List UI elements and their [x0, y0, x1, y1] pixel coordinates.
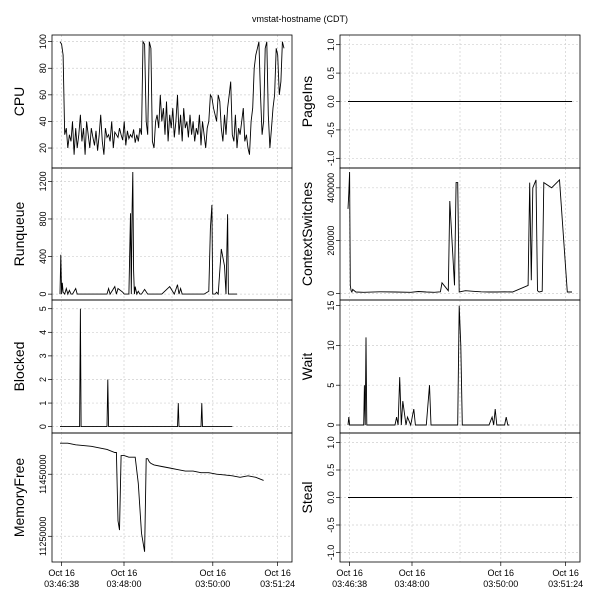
series-line-contextswitches — [347, 171, 572, 294]
y-axis-title: PageIns — [299, 76, 315, 127]
y-tick-label: -1.0 — [326, 545, 336, 561]
y-tick-label: 200000 — [326, 226, 336, 256]
series-line-cpu — [59, 40, 285, 155]
x-tick-label-day: Oct 16 — [111, 568, 138, 578]
y-axis-title: ContextSwitches — [299, 182, 315, 286]
y-tick-label: 4 — [38, 330, 48, 335]
x-tick-label-day: Oct 16 — [488, 568, 515, 578]
y-tick-label: 0 — [326, 423, 336, 428]
y-tick-label: 80 — [38, 63, 48, 73]
y-tick-label: 0 — [326, 291, 336, 296]
x-tick-label-time: 03:50:00 — [195, 579, 230, 589]
y-tick-label: 1.0 — [326, 38, 336, 51]
x-tick-label-time: 03:51:24 — [548, 579, 583, 589]
y-tick-label: 15 — [326, 301, 336, 311]
y-tick-label: 60 — [38, 90, 48, 100]
y-tick-label: 40 — [38, 116, 48, 126]
x-tick-label-day: Oct 16 — [552, 568, 579, 578]
y-axis-title: MemoryFree — [11, 458, 27, 538]
x-tick-label-day: Oct 16 — [48, 568, 75, 578]
y-tick-label: 11250000 — [38, 517, 48, 556]
y-tick-label: -1.0 — [326, 151, 336, 167]
x-tick-label-time: 03:48:00 — [394, 579, 429, 589]
series-line-memoryfree — [60, 442, 264, 552]
y-tick-label: 400 — [38, 249, 48, 264]
y-tick-label: 0.5 — [326, 67, 336, 80]
page-title: vmstat-hostname (CDT) — [252, 14, 348, 24]
y-tick-label: 400000 — [326, 173, 336, 203]
x-tick-label-time: 03:51:24 — [260, 579, 295, 589]
series-line-blocked — [60, 308, 233, 428]
series-line-wait — [347, 305, 510, 427]
y-tick-label: 1200 — [38, 171, 48, 191]
x-tick-label-time: 03:46:38 — [44, 579, 79, 589]
y-tick-label: 100 — [38, 34, 48, 49]
y-axis-title: Blocked — [11, 342, 27, 392]
y-axis-title: Wait — [299, 353, 315, 381]
x-tick-label-time: 03:46:38 — [332, 579, 367, 589]
y-tick-label: 0.0 — [326, 95, 336, 108]
y-tick-label: 3 — [38, 353, 48, 358]
y-axis-title: Steal — [299, 482, 315, 514]
x-tick-label-day: Oct 16 — [399, 568, 426, 578]
y-tick-label: 10 — [326, 340, 336, 350]
y-tick-label: -0.5 — [326, 122, 336, 138]
panel-frame — [51, 432, 293, 563]
y-tick-label: 2 — [38, 377, 48, 382]
x-tick-label-day: Oct 16 — [200, 568, 227, 578]
y-tick-label: 800 — [38, 211, 48, 226]
y-tick-label: -0.5 — [326, 517, 336, 533]
y-tick-label: 20 — [38, 143, 48, 153]
y-tick-label: 0.5 — [326, 464, 336, 477]
y-tick-label: 5 — [326, 383, 336, 388]
y-tick-label: 1.0 — [326, 436, 336, 449]
y-tick-label: 0 — [38, 292, 48, 297]
y-tick-label: 1 — [38, 401, 48, 406]
x-tick-label-time: 03:48:00 — [106, 579, 141, 589]
y-tick-label: 11450000 — [38, 455, 48, 494]
y-axis-title: Runqueue — [11, 201, 27, 266]
y-axis-title: CPU — [11, 87, 27, 117]
x-tick-label-time: 03:50:00 — [483, 579, 518, 589]
x-tick-label-day: Oct 16 — [264, 568, 291, 578]
x-tick-label-day: Oct 16 — [336, 568, 363, 578]
y-tick-label: 0.0 — [326, 491, 336, 504]
y-tick-label: 5 — [38, 306, 48, 311]
series-line-runqueue — [59, 171, 237, 296]
y-tick-label: 0 — [38, 424, 48, 429]
